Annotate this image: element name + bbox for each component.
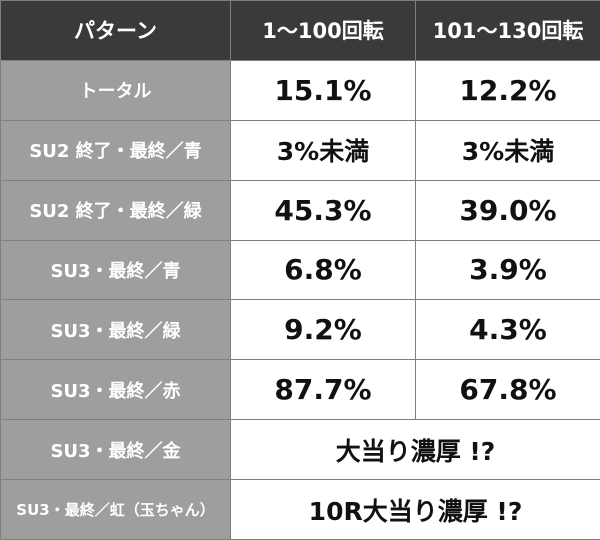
row-label: SU2 終了・最終／青: [0, 119, 231, 181]
table-row: SU3・最終／金 大当り濃厚 !?: [0, 419, 600, 480]
table-row: SU3・最終／青 6.8% 3.9%: [0, 239, 600, 301]
value-cell: 6.8%: [230, 239, 416, 301]
value-cell: 3%未満: [230, 119, 416, 181]
header-spins-101-130: 101〜130回転: [415, 0, 600, 61]
table-row: SU2 終了・最終／緑 45.3% 39.0%: [0, 179, 600, 241]
value-cell: 3%未満: [415, 119, 600, 181]
table-row: SU3・最終／赤 87.7% 67.8%: [0, 359, 600, 421]
value-cell: 12.2%: [415, 59, 600, 121]
merged-value-cell: 大当り濃厚 !?: [230, 419, 600, 480]
row-label: SU3・最終／赤: [0, 359, 231, 421]
row-label: SU3・最終／虹（玉ちゃん）: [0, 479, 231, 540]
merged-value-cell: 10R大当り濃厚 !?: [230, 479, 600, 540]
value-cell: 45.3%: [230, 179, 416, 241]
value-cell: 3.9%: [415, 239, 600, 301]
table-row: SU2 終了・最終／青 3%未満 3%未満: [0, 119, 600, 181]
table-header-row: パターン 1〜100回転 101〜130回転: [0, 0, 600, 61]
value-cell: 67.8%: [415, 359, 600, 421]
table-row: トータル 15.1% 12.2%: [0, 59, 600, 121]
value-cell: 4.3%: [415, 299, 600, 361]
header-pattern: パターン: [0, 0, 231, 61]
value-cell: 15.1%: [230, 59, 416, 121]
row-label: SU3・最終／緑: [0, 299, 231, 361]
value-cell: 39.0%: [415, 179, 600, 241]
row-label: SU2 終了・最終／緑: [0, 179, 231, 241]
header-spins-1-100: 1〜100回転: [230, 0, 416, 61]
table-row: SU3・最終／虹（玉ちゃん） 10R大当り濃厚 !?: [0, 479, 600, 540]
row-label: SU3・最終／金: [0, 419, 231, 480]
row-label: SU3・最終／青: [0, 239, 231, 301]
value-cell: 87.7%: [230, 359, 416, 421]
value-cell: 9.2%: [230, 299, 416, 361]
row-label: トータル: [0, 59, 231, 121]
table-row: SU3・最終／緑 9.2% 4.3%: [0, 299, 600, 361]
